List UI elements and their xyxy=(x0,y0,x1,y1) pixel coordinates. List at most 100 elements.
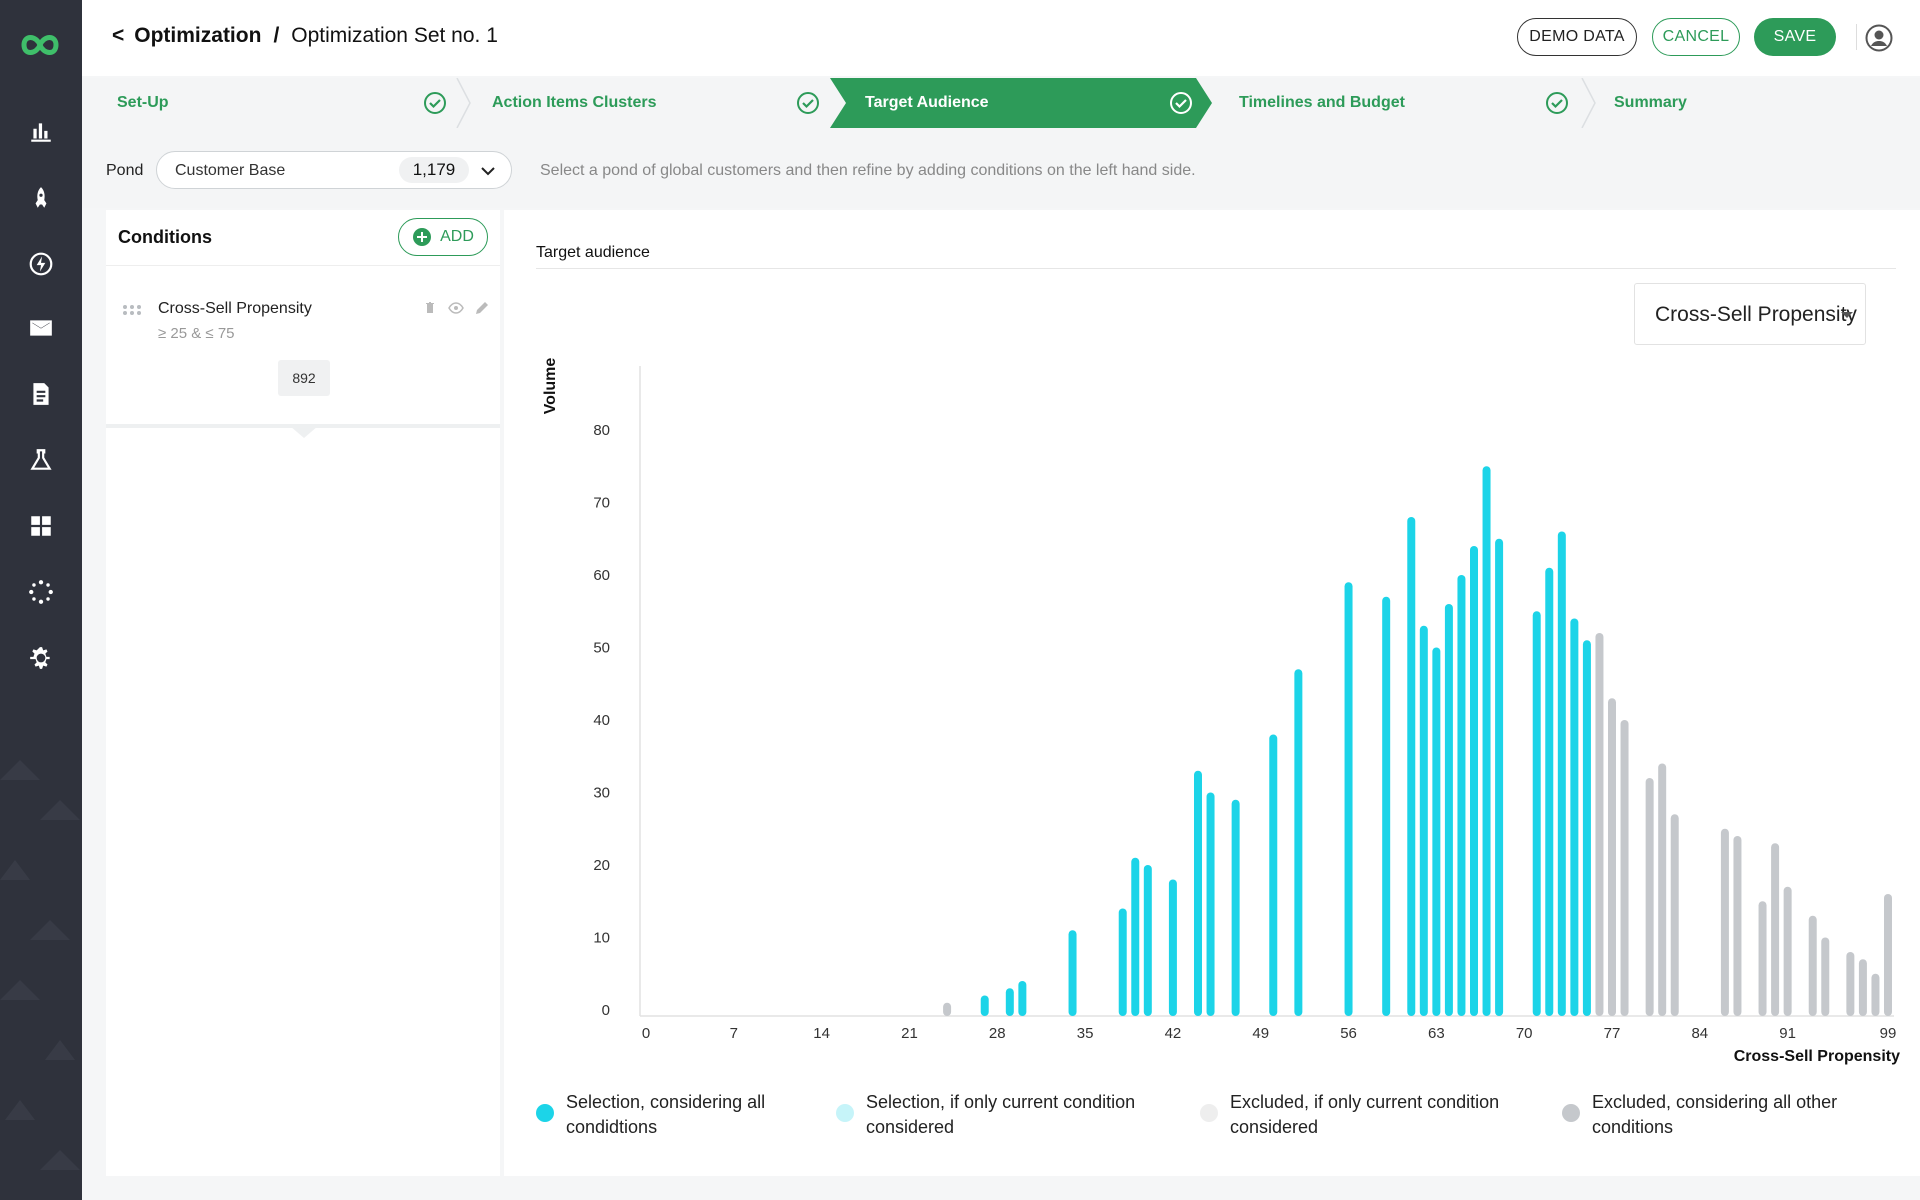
page-header: < Optimization / Optimization Set no. 1 … xyxy=(82,0,1920,76)
x-tick-label: 70 xyxy=(1516,1025,1533,1042)
caret-down-icon xyxy=(1841,312,1853,318)
y-tick-label: 70 xyxy=(593,495,610,512)
chart-bar-icon[interactable] xyxy=(25,116,57,148)
condition-actions xyxy=(422,300,490,316)
chart-header-divider xyxy=(536,268,1896,269)
condition-name: Cross-Sell Propensity xyxy=(158,300,312,317)
bar xyxy=(1658,763,1667,1016)
x-tick-label: 28 xyxy=(989,1025,1006,1042)
y-tick-label: 0 xyxy=(602,1002,610,1019)
bar xyxy=(1720,828,1729,1016)
bar xyxy=(1131,857,1140,1016)
pond-count-badge: 1,179 xyxy=(399,157,469,183)
breadcrumb: < Optimization / Optimization Set no. 1 xyxy=(112,24,498,48)
x-tick-label: 56 xyxy=(1340,1025,1357,1042)
legend-dot xyxy=(536,1104,554,1122)
step-label: Action Items Clusters xyxy=(492,94,657,111)
pond-select[interactable]: Customer Base 1,179 xyxy=(156,151,512,189)
header-divider xyxy=(1856,24,1857,50)
chart-panel-title: Target audience xyxy=(536,244,650,261)
bar xyxy=(1407,517,1416,1016)
trash-icon[interactable] xyxy=(422,300,438,316)
check-circle-icon xyxy=(797,92,819,114)
add-condition-label: ADD xyxy=(440,228,474,245)
bar xyxy=(1005,988,1014,1016)
bar xyxy=(1557,531,1566,1016)
bar xyxy=(943,1002,952,1016)
y-axis-label: Volume xyxy=(542,358,559,415)
bar xyxy=(1582,640,1591,1016)
step-label: Target Audience xyxy=(865,94,989,111)
step-timelines-and-budget[interactable]: Timelines and Budget xyxy=(1222,78,1588,128)
bar xyxy=(1670,814,1679,1016)
bar xyxy=(1432,647,1441,1016)
rocket-icon[interactable] xyxy=(25,182,57,214)
back-link[interactable]: < xyxy=(112,24,125,47)
pencil-icon[interactable] xyxy=(474,300,490,316)
bar xyxy=(1018,981,1027,1016)
breadcrumb-separator: / xyxy=(273,24,280,47)
chart-panel: Target audience Cross-Sell Propensity 0 1… xyxy=(504,210,1920,1176)
y-tick-label: 40 xyxy=(593,712,610,729)
bar xyxy=(1808,915,1817,1016)
document-icon[interactable] xyxy=(25,378,57,410)
y-tick-label: 30 xyxy=(593,785,610,802)
page-title: Optimization Set no. 1 xyxy=(291,24,498,47)
step-setup[interactable]: Set-Up xyxy=(82,78,456,128)
step-label: Set-Up xyxy=(117,94,169,111)
drag-handle-icon[interactable] xyxy=(122,304,142,316)
save-button[interactable]: SAVE xyxy=(1754,18,1836,56)
eye-icon[interactable] xyxy=(448,300,464,316)
pointer-triangle xyxy=(290,426,318,438)
histogram-chart: 0 10 20 30 40 50 60 70 80 0 7 14 21 28 35 42 49 56 63 70 77 8… xyxy=(542,358,1900,1065)
attribute-dropdown[interactable]: Cross-Sell Propensity xyxy=(1634,283,1866,345)
breadcrumb-parent[interactable]: Optimization xyxy=(134,24,262,47)
bar xyxy=(1783,886,1792,1016)
legend-label: Excluded, if only current condition cons… xyxy=(1230,1092,1500,1137)
legend-item-excluded-all[interactable]: Excluded, considering all other conditio… xyxy=(1562,1090,1882,1140)
attribute-dropdown-value: Cross-Sell Propensity xyxy=(1655,303,1857,326)
bar xyxy=(1231,799,1240,1016)
legend-item-selection-current[interactable]: Selection, if only current condition con… xyxy=(836,1090,1156,1140)
step-target-audience[interactable]: Target Audience xyxy=(846,78,1212,128)
check-circle-icon xyxy=(1546,92,1568,114)
step-divider xyxy=(456,78,471,128)
bar xyxy=(1118,908,1127,1016)
x-tick-label: 14 xyxy=(813,1025,830,1042)
legend-dot xyxy=(1200,1104,1218,1122)
y-tick-label: 80 xyxy=(593,422,610,439)
bar xyxy=(1269,734,1278,1016)
step-summary[interactable]: Summary xyxy=(1597,78,1897,128)
lightning-icon[interactable] xyxy=(25,248,57,280)
bar xyxy=(1419,625,1428,1016)
legend-item-excluded-current[interactable]: Excluded, if only current condition cons… xyxy=(1200,1090,1540,1140)
legend-dot xyxy=(836,1104,854,1122)
legend-label: Selection, if only current condition con… xyxy=(866,1092,1136,1137)
mail-icon[interactable] xyxy=(25,312,57,344)
x-axis-label: Cross-Sell Propensity xyxy=(1734,1048,1900,1065)
sparkle-icon[interactable] xyxy=(25,576,57,608)
user-avatar-icon[interactable] xyxy=(1865,24,1893,52)
conditions-panel: Conditions ADD Cross-Sell Propensity ≥ 2… xyxy=(106,210,500,1176)
dashboard-icon[interactable] xyxy=(25,510,57,542)
condition-item[interactable]: Cross-Sell Propensity ≥ 25 & ≤ 75 892 xyxy=(106,270,500,428)
pond-label: Pond xyxy=(106,162,144,179)
pond-value: Customer Base xyxy=(175,162,286,179)
check-circle-icon xyxy=(424,92,446,114)
step-action-items-clusters[interactable]: Action Items Clusters xyxy=(472,78,830,128)
bar xyxy=(1846,952,1855,1016)
cancel-button[interactable]: CANCEL xyxy=(1652,18,1740,56)
legend-dot xyxy=(1562,1104,1580,1122)
condition-range: ≥ 25 & ≤ 75 xyxy=(158,325,235,342)
x-tick-label: 84 xyxy=(1691,1025,1708,1042)
bar xyxy=(1532,611,1541,1016)
demo-data-button[interactable]: DEMO DATA xyxy=(1517,18,1637,56)
settings-icon[interactable] xyxy=(25,642,57,674)
x-tick-label: 99 xyxy=(1880,1025,1897,1042)
legend-item-selection-all[interactable]: Selection, considering all condidtions xyxy=(536,1090,796,1140)
add-condition-button[interactable]: ADD xyxy=(398,218,488,256)
bar xyxy=(1545,567,1554,1016)
flask-icon[interactable] xyxy=(25,444,57,476)
app-logo-icon[interactable] xyxy=(16,30,64,60)
x-tick-label: 7 xyxy=(730,1025,738,1042)
